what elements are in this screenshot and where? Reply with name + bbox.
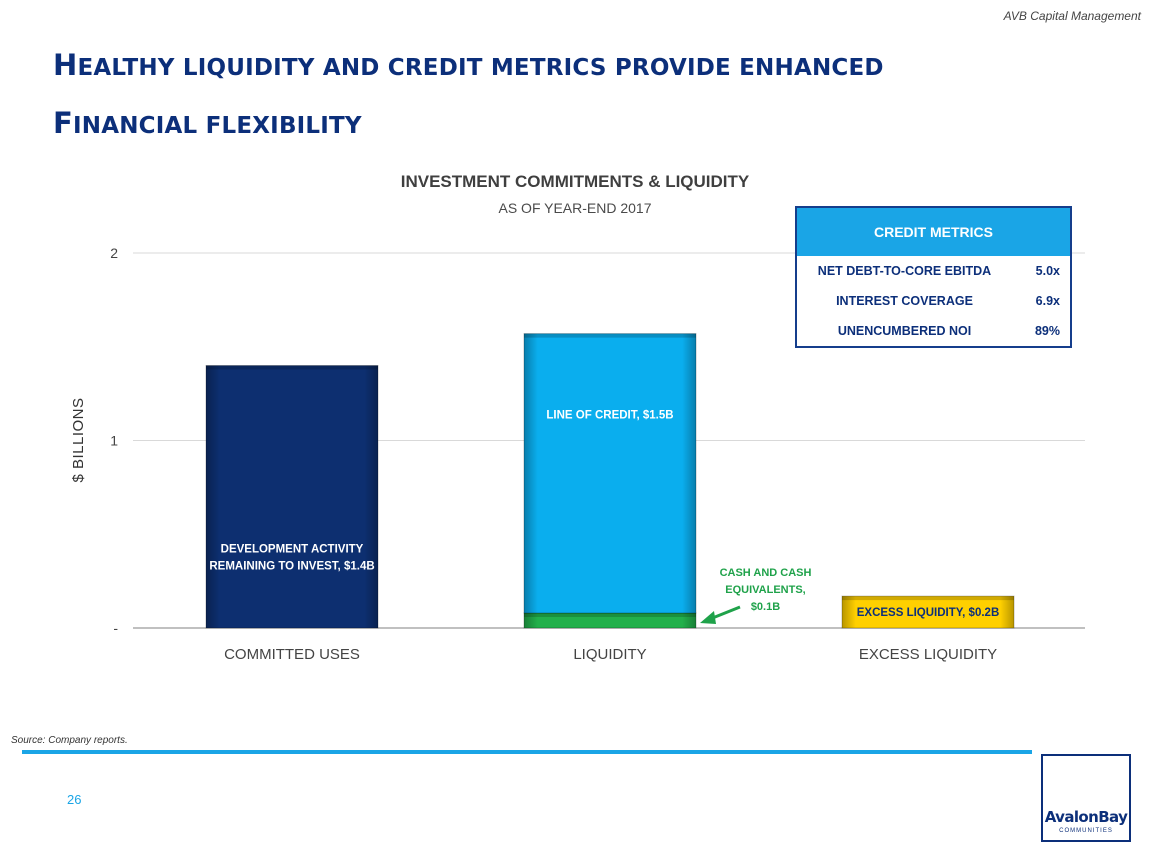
credit-metric-row: INTEREST COVERAGE 6.9x	[797, 286, 1070, 316]
logo-subtitle: COMMUNITIES	[1059, 828, 1113, 834]
bar-segment-bevel	[524, 333, 696, 338]
credit-metric-row: NET DEBT-TO-CORE EBITDA 5.0x	[797, 256, 1070, 286]
footer-rule	[22, 750, 1032, 754]
credit-metric-value: 5.0x	[1035, 264, 1060, 278]
credit-metric-value: 6.9x	[1035, 294, 1060, 308]
cash-annotation: CASH AND CASH EQUIVALENTS, $0.1B	[693, 565, 838, 616]
slide-title: Healthy liquidity and credit metrics pro…	[53, 38, 1053, 154]
chart-title: INVESTMENT COMMITMENTS & LIQUIDITY	[400, 172, 750, 191]
cash-annotation-line-1: CASH AND CASH	[719, 567, 812, 579]
data-label: LINE OF CREDIT, $1.5B	[546, 410, 673, 422]
bar-segment-shading	[842, 596, 1014, 628]
callout-arrow-line	[709, 605, 741, 621]
y-tick-label: 2	[110, 245, 118, 261]
bar-segment-shading	[524, 333, 696, 613]
bar-segment-bevel	[842, 596, 1014, 601]
bar-segment-bevel	[206, 365, 378, 370]
credit-metric-label: NET DEBT-TO-CORE EBITDA	[817, 264, 992, 278]
firm-name: AVB Capital Management	[1003, 9, 1141, 23]
credit-metric-label: INTEREST COVERAGE	[836, 294, 973, 308]
x-tick-label: COMMITTED USES	[224, 646, 360, 663]
y-tick-label: 1	[110, 433, 118, 449]
x-tick-label: LIQUIDITY	[573, 646, 646, 663]
data-label: EXCESS LIQUIDITY, $0.2B	[857, 607, 1000, 619]
chart-subtitle: AS OF YEAR-END 2017	[498, 200, 652, 216]
bar-segment-bevel	[524, 613, 696, 617]
bar-chart: - 1 2 COMMITTED USES LIQUIDITY EXCESS LIQUIDI…	[110, 245, 1085, 663]
callout-arrow-head	[700, 611, 716, 624]
page-number: 26	[67, 792, 82, 807]
data-label: REMAINING TO INVEST, $1.4B	[209, 561, 374, 573]
x-tick-label: EXCESS LIQUIDITY	[859, 646, 997, 663]
slide-title-line-1: Healthy liquidity and credit metrics pro…	[53, 48, 884, 82]
source-note: Source: Company reports.	[11, 735, 128, 746]
logo-wordmark: AvalonBay	[1044, 808, 1128, 826]
bar-segment-shading	[206, 365, 378, 628]
cash-annotation-line-3: $0.1B	[750, 601, 781, 613]
y-tick-label: -	[113, 620, 118, 636]
credit-metric-value: 89%	[1034, 324, 1060, 338]
credit-metrics-table: CREDIT METRICS NET DEBT-TO-CORE EBITDA 5…	[795, 206, 1072, 348]
credit-metric-row: UNENCUMBERED NOI 89%	[797, 316, 1070, 346]
slide-title-line-2: financial flexibility	[53, 106, 362, 140]
avalonbay-logo: AvalonBay COMMUNITIES	[1041, 754, 1131, 842]
cash-annotation-line-2: EQUIVALENTS,	[725, 584, 806, 596]
credit-metrics-title: CREDIT METRICS	[797, 208, 1070, 256]
bar-segment-shading	[524, 613, 696, 628]
credit-metric-label: UNENCUMBERED NOI	[837, 324, 972, 338]
data-label: DEVELOPMENT ACTIVITY	[221, 544, 364, 556]
